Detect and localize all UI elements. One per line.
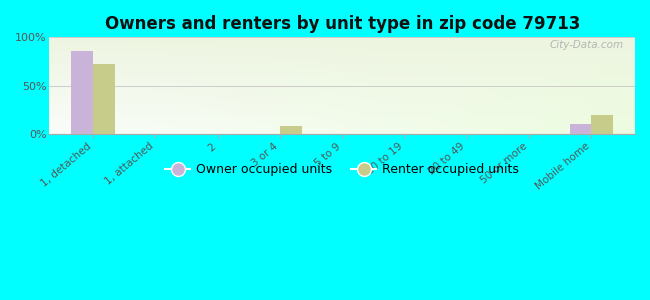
Bar: [592, 115, 613, 134]
Bar: [93, 64, 115, 134]
Legend: Owner occupied units, Renter occupied units: Owner occupied units, Renter occupied un…: [160, 158, 525, 181]
Bar: [569, 124, 592, 134]
Title: Owners and renters by unit type in zip code 79713: Owners and renters by unit type in zip c…: [105, 15, 580, 33]
Bar: [280, 127, 302, 134]
Bar: [72, 51, 93, 134]
Text: City-Data.com: City-Data.com: [549, 40, 623, 50]
